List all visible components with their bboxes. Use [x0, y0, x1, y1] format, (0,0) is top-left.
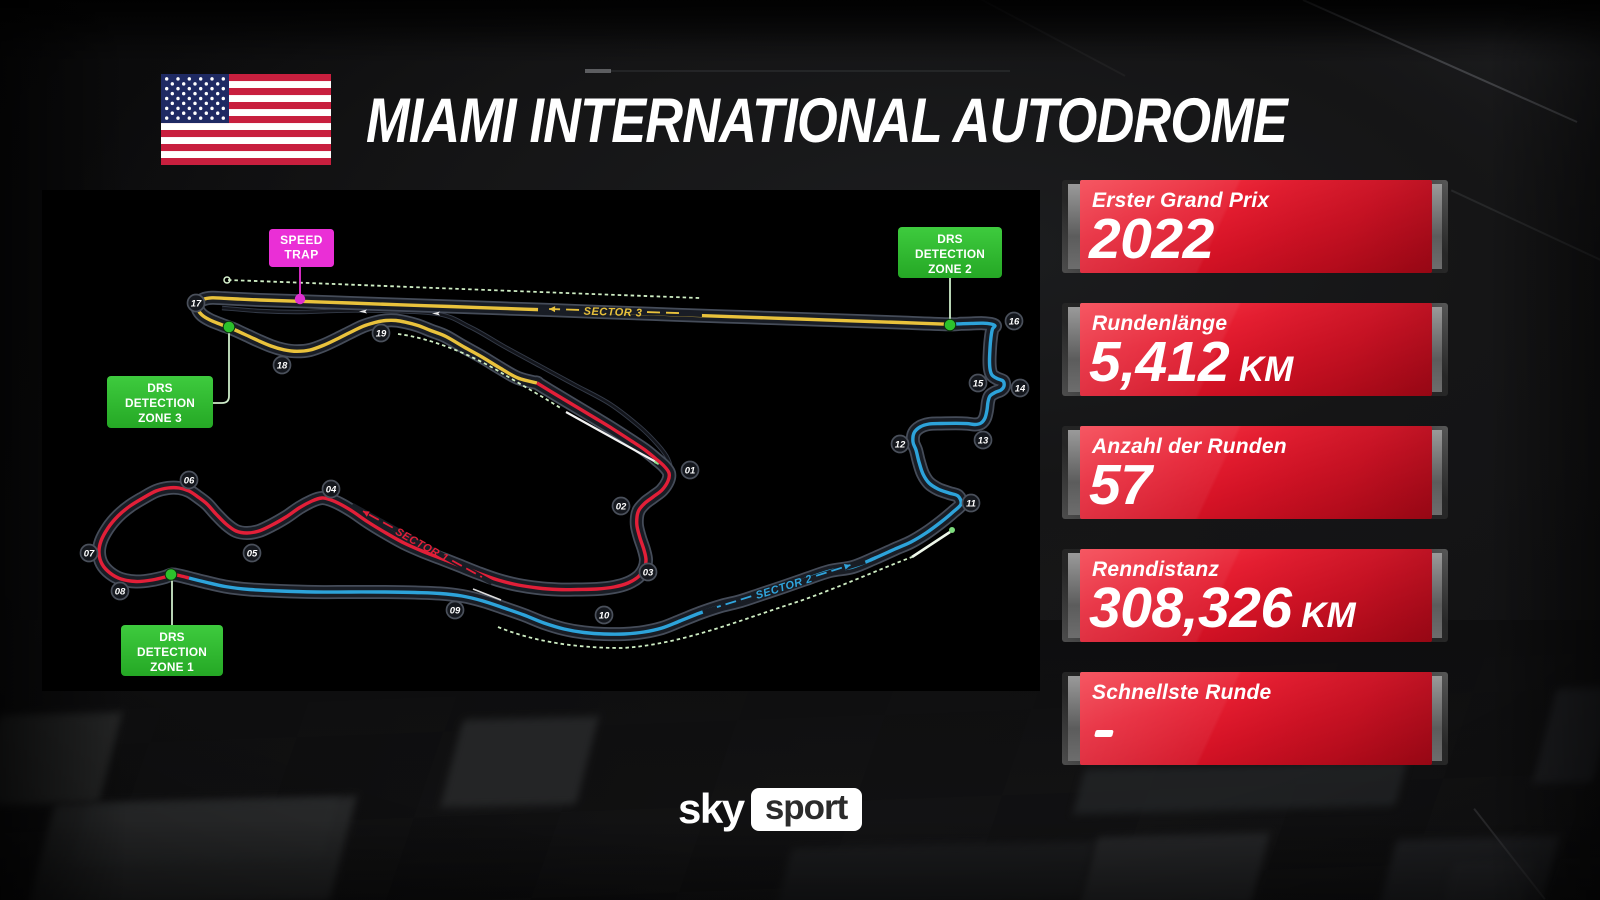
- svg-text:SPEED: SPEED: [280, 233, 323, 247]
- svg-text:DRS: DRS: [937, 232, 963, 246]
- svg-text:08: 08: [115, 586, 126, 597]
- svg-text:03: 03: [643, 567, 654, 578]
- svg-text:15: 15: [973, 378, 984, 389]
- svg-text:TRAP: TRAP: [284, 248, 318, 262]
- svg-text:02: 02: [616, 501, 627, 512]
- svg-text:ZONE 1: ZONE 1: [150, 660, 194, 674]
- svg-text:ZONE 2: ZONE 2: [928, 262, 972, 276]
- svg-text:01: 01: [685, 465, 696, 476]
- svg-text:13: 13: [978, 435, 989, 446]
- svg-text:04: 04: [326, 484, 337, 495]
- svg-text:05: 05: [247, 548, 258, 559]
- svg-text:06: 06: [184, 475, 195, 486]
- svg-text:DRS: DRS: [159, 630, 185, 644]
- svg-text:SECTOR 2: SECTOR 2: [754, 573, 814, 602]
- svg-text:16: 16: [1009, 316, 1020, 327]
- svg-text:14: 14: [1015, 383, 1026, 394]
- svg-text:07: 07: [84, 548, 95, 559]
- svg-text:SECTOR 3: SECTOR 3: [583, 306, 642, 320]
- svg-text:DRS: DRS: [147, 381, 173, 395]
- svg-text:DETECTION: DETECTION: [125, 396, 195, 410]
- svg-text:DETECTION: DETECTION: [137, 645, 207, 659]
- svg-text:19: 19: [376, 328, 387, 339]
- svg-text:17: 17: [191, 298, 202, 309]
- svg-text:ZONE 3: ZONE 3: [138, 411, 182, 425]
- svg-text:DETECTION: DETECTION: [915, 247, 985, 261]
- svg-text:12: 12: [895, 439, 906, 450]
- svg-text:10: 10: [599, 610, 610, 621]
- svg-text:11: 11: [966, 498, 976, 509]
- svg-text:09: 09: [450, 605, 461, 616]
- svg-text:18: 18: [277, 360, 288, 371]
